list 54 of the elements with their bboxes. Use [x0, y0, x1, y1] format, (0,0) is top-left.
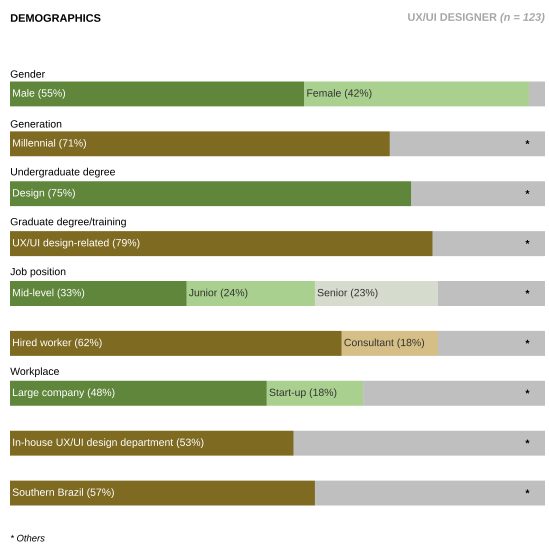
- bar: [438, 281, 546, 306]
- data-label: *: [525, 340, 530, 344]
- data-label: UX/UI design-related (79%): [13, 238, 140, 248]
- bar: [304, 81, 529, 106]
- bar: [10, 480, 315, 506]
- bar: [10, 231, 433, 256]
- data-label: Male (55%): [13, 89, 66, 99]
- data-label: *: [525, 140, 530, 144]
- data-label: Large company (48%): [13, 388, 114, 398]
- bar: [266, 380, 364, 406]
- data-label: Female (42%): [307, 89, 372, 99]
- chart-title: DEMOGRAPHICS: [10, 14, 100, 22]
- bar: [10, 330, 342, 356]
- bar: [432, 231, 546, 256]
- data-label: *: [525, 489, 530, 494]
- bar: [390, 131, 546, 156]
- chart-subtitle: UX/UI DESIGNER (n = 123): [408, 12, 544, 24]
- y-tick-label: Gender: [10, 70, 45, 78]
- data-label: Southern Brazil (57%): [12, 488, 114, 498]
- bar: [10, 81, 304, 106]
- data-label: *: [525, 290, 530, 294]
- bar: [10, 181, 412, 206]
- bar: [186, 281, 315, 306]
- bar: [363, 380, 546, 406]
- data-label: Start-up (18%): [269, 388, 336, 398]
- bar: [314, 281, 438, 306]
- data-label: Senior (23%): [318, 288, 378, 298]
- bar: [294, 430, 546, 456]
- bar: [314, 480, 546, 506]
- y-tick-label: Generation: [10, 120, 62, 128]
- bar: [10, 380, 267, 406]
- data-label: *: [525, 240, 530, 244]
- bar: [10, 131, 390, 156]
- data-label: *: [525, 190, 530, 194]
- y-tick-label: Job position: [10, 268, 66, 278]
- data-label: Millennial (71%): [13, 138, 86, 149]
- data-label: Design (75%): [13, 188, 75, 199]
- data-label: Consultant (18%): [344, 338, 424, 348]
- bar: [411, 181, 546, 206]
- bar: [342, 330, 438, 356]
- data-label: *: [525, 390, 530, 394]
- y-tick-label: Workplace: [10, 367, 59, 378]
- data-label: *: [525, 440, 530, 444]
- bar: [10, 281, 187, 306]
- bar: [10, 430, 294, 456]
- data-label: Mid-level (33%): [13, 288, 84, 298]
- text: * Others: [10, 534, 45, 542]
- data-label: Hired worker (62%): [13, 338, 102, 348]
- data-label: In-house UX/UI design department (53%): [13, 438, 204, 448]
- y-tick-label: Undergraduate degree: [11, 168, 115, 178]
- bar: [438, 330, 546, 356]
- bar: [528, 81, 546, 106]
- y-tick-label: Graduate degree/training: [10, 218, 126, 228]
- data-label: Junior (24%): [188, 288, 248, 298]
